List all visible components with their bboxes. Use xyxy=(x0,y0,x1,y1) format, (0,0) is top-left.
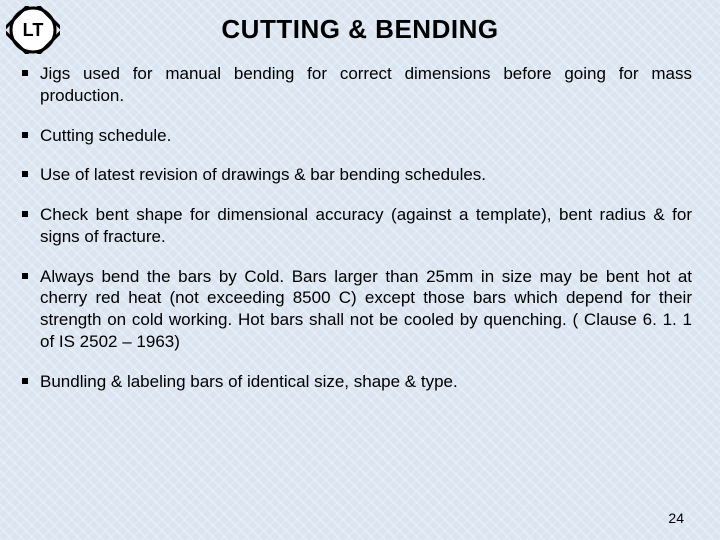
bullet-list: Jigs used for manual bending for correct… xyxy=(0,55,720,392)
slide-title: CUTTING & BENDING xyxy=(0,0,720,55)
company-logo: LT xyxy=(6,6,60,54)
list-item: Cutting schedule. xyxy=(22,125,692,147)
list-item: Always bend the bars by Cold. Bars large… xyxy=(22,266,692,353)
list-item: Bundling & labeling bars of identical si… xyxy=(22,371,692,393)
list-item: Use of latest revision of drawings & bar… xyxy=(22,164,692,186)
svg-text:LT: LT xyxy=(23,20,44,40)
page-number: 24 xyxy=(668,510,684,526)
list-item: Jigs used for manual bending for correct… xyxy=(22,63,692,107)
list-item: Check bent shape for dimensional accurac… xyxy=(22,204,692,248)
